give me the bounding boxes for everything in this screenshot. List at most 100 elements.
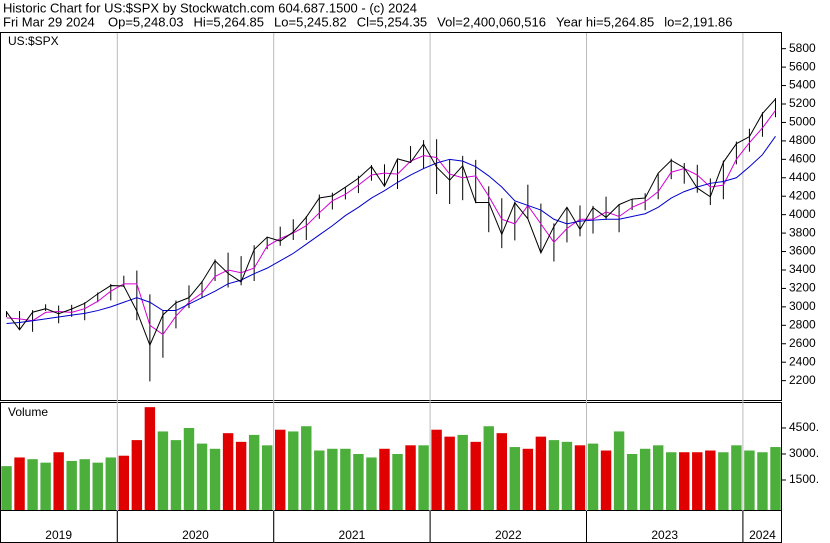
volume-bar	[235, 441, 247, 510]
header-stat: lo=2,191.86	[664, 14, 732, 29]
y-tick-label: 2600	[789, 336, 816, 350]
year-label: 2023	[651, 528, 678, 542]
moving-average	[6, 110, 776, 336]
volume-bar	[587, 443, 599, 510]
volume-bar	[509, 447, 521, 510]
volume-bar	[770, 447, 781, 510]
volume-bar	[718, 452, 729, 510]
y-tick-label: 5600	[789, 59, 816, 73]
header-stat: Year hi=5,264.85	[556, 14, 654, 29]
volume-bar	[561, 441, 573, 510]
year-label: 2024	[749, 528, 776, 542]
year-label: 2020	[182, 528, 209, 542]
y-tick-label: 4200	[789, 188, 816, 202]
header-stat: Cl=5,254.35	[357, 14, 427, 29]
y-tick-label: 5400	[789, 78, 816, 92]
volume-bar	[1, 466, 12, 510]
volume-bar	[340, 448, 351, 510]
volume-bar	[14, 457, 25, 510]
volume-bar	[275, 429, 286, 510]
volume-bar	[522, 448, 534, 510]
header-stat: Op=5,248.03	[108, 14, 184, 29]
year-label: 2021	[339, 528, 366, 542]
header-title: Historic Chart for US:$SPX by Stockwatch…	[3, 0, 417, 15]
volume-bar	[613, 431, 625, 510]
volume-bar	[353, 453, 364, 510]
volume-bar	[679, 452, 690, 510]
volume-bar	[53, 452, 64, 510]
volume-bar	[261, 445, 273, 510]
volume-bar	[118, 455, 130, 510]
volume-bar	[222, 433, 234, 510]
y-tick-label: 3600	[789, 244, 816, 258]
volume-bar	[314, 450, 325, 510]
header-stat: Lo=5,245.82	[274, 14, 347, 29]
volume-bar	[731, 445, 742, 510]
y-tick-label: 4000	[789, 207, 816, 221]
volume-bar	[392, 453, 403, 510]
volume-bar	[705, 450, 716, 510]
y-tick-label: 2400	[789, 354, 816, 368]
volume-bar	[548, 440, 560, 510]
header-stat: Hi=5,264.85	[194, 14, 264, 29]
volume-bar	[692, 452, 703, 510]
volume-bar	[327, 448, 338, 510]
price-panel	[0, 32, 782, 401]
volume-bar	[379, 448, 390, 510]
y-tick-label: 4600	[789, 152, 816, 166]
volume-bar	[666, 452, 677, 510]
volume-bar	[92, 462, 103, 510]
volume-bar	[288, 431, 299, 510]
y-tick-label: 3000	[789, 299, 816, 313]
volume-bar	[418, 445, 429, 510]
y-tick-label: 4800	[789, 133, 816, 147]
y-tick-label: 3400	[789, 262, 816, 276]
y-tick-label: 2800	[789, 317, 816, 331]
volume-bar	[639, 448, 651, 510]
year-label: 2019	[45, 528, 72, 542]
y-tick-label: 2200	[789, 373, 816, 387]
volume-bar	[757, 452, 768, 510]
volume-bar	[457, 434, 468, 510]
volume-bar	[131, 440, 143, 510]
volume-bar	[105, 457, 116, 510]
volume-bar	[248, 434, 260, 510]
header-date: Fri Mar 29 2024	[3, 14, 95, 29]
y-tick-label: 5800	[789, 41, 816, 55]
volume-bar	[209, 448, 221, 510]
y-tick-label: 5000	[789, 115, 816, 129]
y-tick-label: 5200	[789, 96, 816, 110]
volume-bar	[40, 462, 51, 510]
close-line	[6, 98, 776, 347]
volume-bar	[496, 433, 507, 510]
year-label: 2022	[495, 528, 522, 542]
y-tick-label: 4500.	[789, 420, 819, 434]
y-tick-label: 3000.	[789, 446, 819, 460]
header-stat: Vol=2,400,060,516	[437, 14, 546, 29]
volume-bar	[144, 407, 156, 510]
volume-bar	[79, 459, 90, 510]
volume-bar	[66, 460, 77, 510]
y-tick-label: 3200	[789, 281, 816, 295]
volume-bar	[535, 436, 547, 510]
y-tick-label: 1500.	[789, 472, 819, 486]
y-tick-label: 3800	[789, 225, 816, 239]
volume-bar	[574, 445, 586, 510]
volume-bar	[470, 441, 481, 510]
volume-title: Volume	[8, 405, 48, 419]
volume-bar	[444, 436, 455, 510]
volume-bar	[301, 426, 312, 510]
volume-bar	[626, 453, 638, 510]
volume-bar	[366, 457, 377, 510]
moving-average	[6, 135, 776, 324]
volume-bar	[483, 426, 494, 510]
volume-bar	[196, 443, 208, 510]
volume-bar	[600, 450, 612, 510]
volume-bar	[170, 440, 182, 510]
volume-bar	[652, 445, 664, 510]
volume-bar	[744, 450, 755, 510]
volume-bar	[431, 429, 442, 510]
volume-bar	[157, 431, 169, 510]
price-title: US:$SPX	[8, 34, 59, 48]
